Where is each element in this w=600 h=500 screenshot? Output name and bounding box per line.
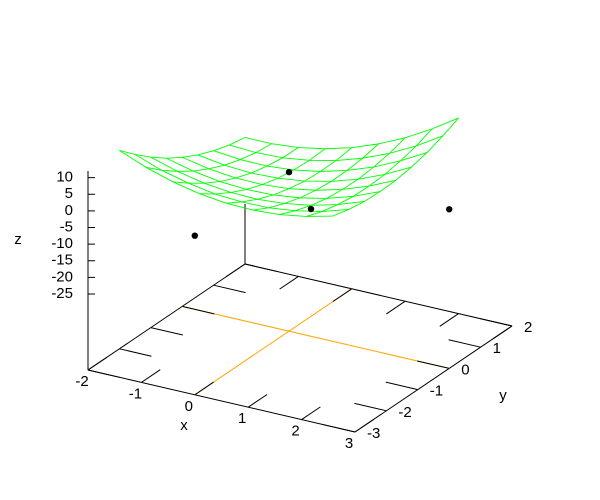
y-tick	[322, 424, 356, 433]
x-tick	[87, 356, 108, 371]
z-tick-label: 0	[65, 202, 73, 219]
y-tick	[244, 263, 278, 272]
y-tick-label: 1	[493, 340, 501, 357]
x-axis-label: x	[180, 417, 188, 434]
y-tick	[417, 360, 450, 369]
y-tick-label: -3	[367, 425, 380, 442]
z-tick-label: -20	[51, 268, 73, 285]
x-tick-label: 0	[185, 398, 193, 415]
x-tick	[247, 394, 268, 408]
z-tick-label: 10	[56, 169, 73, 186]
x-tick-label: -1	[129, 385, 142, 402]
z-tick-label: -15	[51, 252, 73, 269]
x-tick	[332, 288, 353, 302]
x-tick	[141, 369, 161, 383]
y-axis-label: y	[499, 387, 507, 404]
surface-mesh-line	[279, 137, 406, 216]
data-point	[446, 206, 453, 213]
y-tick	[150, 327, 183, 336]
x-tick	[386, 300, 406, 315]
y-tick-label: 0	[461, 361, 469, 378]
surface-mesh-line	[226, 147, 353, 204]
surface-mesh-line	[146, 143, 272, 172]
base-border	[244, 263, 513, 327]
surface-mesh-line	[252, 143, 379, 211]
y-tick	[385, 381, 418, 391]
y-tick	[213, 284, 246, 294]
data-point	[307, 205, 315, 213]
surface-mesh-line	[199, 148, 326, 195]
data-point	[285, 168, 293, 176]
x-tick	[354, 418, 375, 433]
base-border	[354, 325, 513, 433]
zero-axis	[182, 305, 450, 369]
y-tick-label: -2	[398, 404, 411, 421]
x-tick	[301, 406, 321, 421]
surface-mesh-line	[332, 117, 459, 217]
x-tick-label: 1	[238, 410, 246, 427]
surface-mesh-line	[172, 147, 299, 184]
y-tick	[87, 369, 121, 378]
y-tick	[182, 305, 215, 315]
x-tick-label: 2	[291, 423, 299, 440]
surface-mesh-line	[197, 154, 412, 182]
y-tick-label: 2	[524, 319, 532, 336]
surface-mesh-line	[119, 137, 246, 159]
zero-axis	[194, 288, 353, 396]
surface-mesh-line	[306, 128, 433, 217]
x-tick-label: -2	[75, 373, 88, 390]
z-tick-label: 5	[65, 185, 73, 202]
data-point	[191, 232, 198, 239]
y-tick	[119, 348, 152, 357]
x-tick	[279, 275, 299, 290]
surface-mesh-line	[244, 117, 459, 150]
x-tick-label: 3	[345, 435, 353, 452]
z-tick-label: -10	[51, 235, 73, 252]
x-tick	[194, 381, 214, 396]
y-tick	[479, 318, 513, 327]
base-border	[87, 263, 246, 371]
y-tick-label: -1	[430, 383, 443, 400]
x-tick	[225, 263, 246, 278]
z-tick-label: -25	[51, 285, 73, 302]
z-axis-label: z	[14, 231, 22, 248]
base-border	[87, 369, 356, 433]
y-tick	[448, 339, 481, 348]
z-tick-label: -5	[60, 218, 73, 235]
y-tick	[354, 402, 387, 412]
surface-mesh-line	[213, 150, 428, 172]
x-tick	[492, 325, 513, 340]
x-tick	[439, 313, 459, 327]
